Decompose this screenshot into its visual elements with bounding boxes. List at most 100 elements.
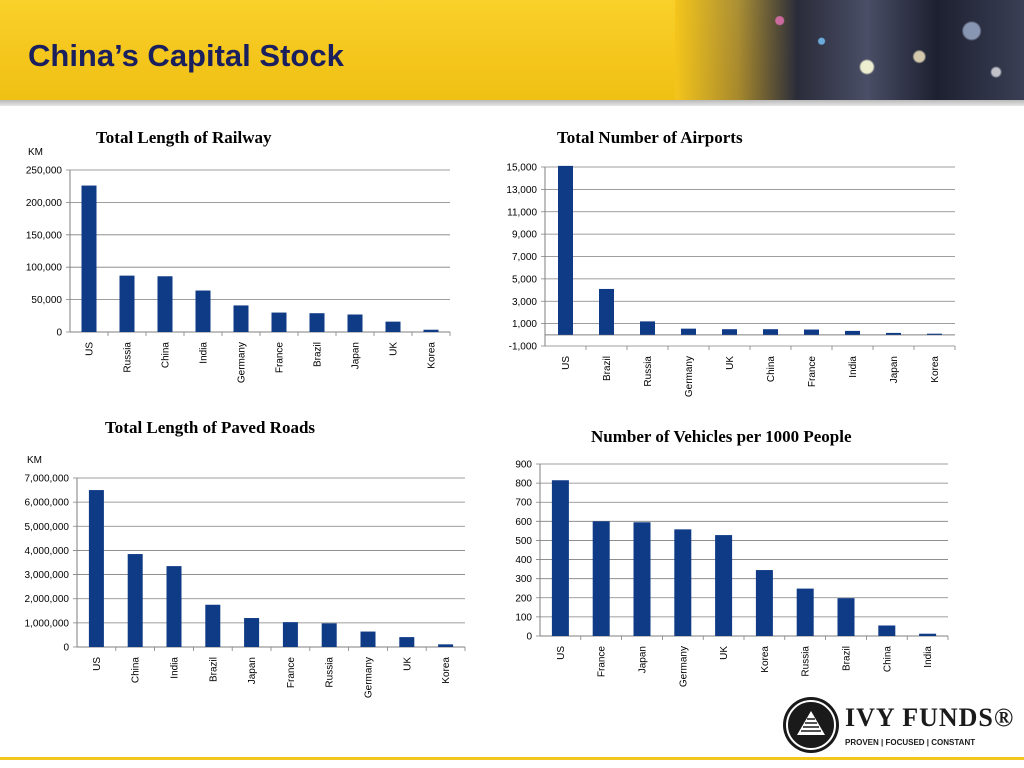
y-tick-label: 50,000	[31, 295, 62, 306]
x-tick-label: Korea	[760, 646, 771, 673]
y-tick-label: 7,000,000	[25, 474, 70, 485]
bar-russia	[796, 588, 814, 636]
bar-china	[157, 276, 173, 332]
x-tick-label: China	[131, 657, 142, 684]
bar-france	[271, 312, 287, 332]
x-tick-label: UK	[402, 657, 413, 671]
x-tick-label: US	[556, 646, 567, 660]
x-tick-label: Germany	[364, 657, 375, 698]
bar-germany	[233, 305, 249, 332]
x-tick-label: Germany	[237, 342, 248, 383]
y-tick-label: 4,000,000	[25, 546, 70, 557]
bar-brazil	[205, 604, 221, 647]
x-tick-label: US	[92, 657, 103, 671]
x-tick-label: India	[848, 356, 859, 378]
bar-china	[763, 329, 778, 335]
y-tick-label: 500	[515, 536, 532, 547]
y-tick-label: 250,000	[26, 166, 63, 177]
y-tick-label: 13,000	[506, 185, 537, 196]
bar-brazil	[599, 288, 614, 335]
bar-france	[282, 622, 298, 647]
x-tick-label: UK	[719, 646, 730, 660]
y-unit-label: KM	[27, 455, 42, 466]
bar-us	[88, 490, 104, 647]
y-tick-label: 2,000,000	[25, 594, 70, 605]
x-tick-label: China	[161, 342, 172, 369]
y-tick-label: 200	[515, 593, 532, 604]
bar-germany	[360, 631, 376, 647]
y-tick-label: 100	[515, 612, 532, 623]
y-tick-label: -1,000	[509, 342, 538, 353]
x-tick-label: Japan	[638, 646, 649, 673]
x-tick-label: Russia	[325, 657, 336, 688]
y-tick-label: 9,000	[512, 230, 537, 241]
x-tick-label: China	[766, 356, 777, 383]
y-tick-label: 800	[515, 479, 532, 490]
bar-uk	[385, 321, 401, 332]
y-tick-label: 900	[515, 460, 532, 471]
y-tick-label: 200,000	[26, 198, 63, 209]
y-tick-label: 150,000	[26, 230, 63, 241]
bar-us	[81, 185, 97, 332]
x-tick-label: UK	[725, 356, 736, 370]
bar-russia	[640, 321, 655, 335]
x-tick-label: Brazil	[208, 657, 219, 682]
x-tick-label: France	[275, 342, 286, 374]
footer-line	[0, 757, 1024, 760]
bar-us	[558, 165, 573, 335]
x-tick-label: Brazil	[842, 646, 853, 671]
y-tick-label: 600	[515, 517, 532, 528]
bar-uk	[715, 535, 733, 636]
bar-uk	[722, 329, 737, 335]
y-tick-label: 1,000,000	[25, 618, 70, 629]
x-tick-label: US	[85, 342, 96, 356]
x-tick-label: India	[170, 657, 181, 679]
y-tick-label: 300	[515, 574, 532, 585]
bar-india	[195, 290, 211, 332]
x-tick-label: UK	[389, 342, 400, 356]
bar-uk	[399, 637, 415, 647]
y-tick-label: 0	[56, 328, 62, 339]
x-tick-label: Korea	[441, 657, 452, 684]
bar-russia	[119, 275, 135, 332]
x-tick-label: France	[286, 657, 297, 689]
x-tick-label: Japan	[351, 342, 362, 369]
x-tick-label: France	[597, 646, 608, 678]
y-tick-label: 0	[63, 643, 69, 654]
bar-us	[551, 480, 569, 636]
chart-title-vehicles: Number of Vehicles per 1000 People	[591, 427, 852, 446]
chart-title-railway: Total Length of Railway	[96, 128, 272, 147]
x-tick-label: Korea	[427, 342, 438, 369]
x-tick-label: India	[199, 342, 210, 364]
chart-title-airports: Total Number of Airports	[557, 128, 743, 147]
y-tick-label: 400	[515, 555, 532, 566]
x-tick-label: Brazil	[313, 342, 324, 367]
bar-china	[878, 625, 896, 636]
y-tick-label: 7,000	[512, 252, 537, 263]
x-tick-label: India	[923, 646, 934, 668]
y-tick-label: 11,000	[507, 207, 537, 218]
x-tick-label: France	[807, 356, 818, 388]
bar-france	[592, 521, 610, 636]
y-tick-label: 3,000	[512, 297, 537, 308]
x-tick-label: Korea	[930, 356, 941, 383]
y-tick-label: 5,000,000	[25, 522, 70, 533]
bar-germany	[674, 529, 692, 636]
ivy-funds-logo: IVY FUNDS® PROVEN | FOCUSED | CONSTANT	[783, 697, 1013, 757]
bar-france	[804, 329, 819, 335]
x-tick-label: Germany	[678, 646, 689, 687]
y-tick-label: 3,000,000	[25, 570, 70, 581]
bar-india	[166, 566, 182, 647]
header-divider	[0, 100, 1024, 106]
bar-china	[127, 554, 143, 647]
x-tick-label: Japan	[889, 356, 900, 383]
x-tick-label: Russia	[643, 356, 654, 387]
y-tick-label: 100,000	[26, 263, 63, 274]
bar-japan	[886, 332, 901, 335]
bar-russia	[321, 623, 337, 647]
bar-japan	[244, 618, 260, 647]
y-tick-label: 5,000	[512, 274, 537, 285]
